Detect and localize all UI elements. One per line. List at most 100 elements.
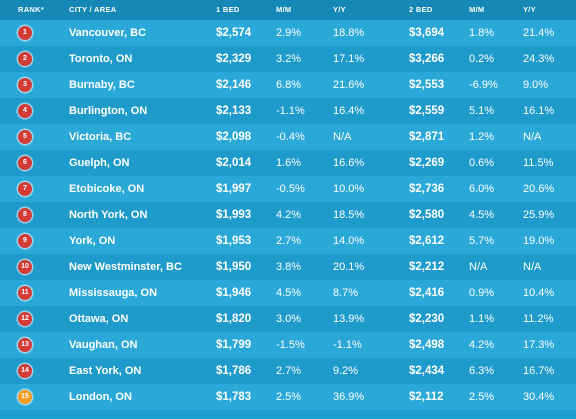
rank-badge: 1 xyxy=(18,26,32,40)
city-name: Ottawa, ON xyxy=(69,313,129,325)
table-row: 10 New Westminster, BC $1,950 3.8% 20.1% $2,2… xyxy=(0,254,576,280)
one-bed-mm-change: 3.2% xyxy=(276,53,302,65)
one-bed-mm-change: 2.9% xyxy=(276,27,302,39)
one-bed-yy-change: 21.6% xyxy=(333,79,365,91)
one-bed-price: $1,950 xyxy=(216,261,252,273)
rank-badge: 6 xyxy=(18,156,32,170)
two-bed-price: $2,416 xyxy=(409,287,445,299)
one-bed-mm-change: -0.4% xyxy=(276,131,305,143)
table-row: 9 York, ON $1,953 2.7% 14.0% $2,612 5.7% 19.0% xyxy=(0,228,576,254)
two-bed-mm-change: 1.8% xyxy=(469,27,495,39)
two-bed-price: $2,269 xyxy=(409,157,445,169)
table-row: 13 Vaughan, ON $1,799 -1.5% -1.1% $2,498 4.2% 1… xyxy=(0,332,576,358)
city-name: Vancouver, BC xyxy=(69,27,147,39)
two-bed-price: $2,498 xyxy=(409,339,445,351)
one-bed-price: $1,993 xyxy=(216,209,252,221)
city-name: Mississauga, ON xyxy=(69,287,158,299)
two-bed-yy-change: 11.2% xyxy=(523,313,554,325)
two-bed-price: $3,266 xyxy=(409,53,445,65)
one-bed-yy-change: 16.4% xyxy=(333,105,365,117)
one-bed-price: $2,133 xyxy=(216,105,252,117)
two-bed-mm-change: 6.0% xyxy=(469,183,495,195)
one-bed-price: $2,574 xyxy=(216,27,252,39)
two-bed-yy-change: 25.9% xyxy=(523,209,555,221)
city-name: North York, ON xyxy=(69,209,148,221)
one-bed-yy-change: 20.1% xyxy=(333,261,365,273)
header-1-bed: 1 BED xyxy=(216,5,240,14)
rank-badge: 4 xyxy=(18,104,32,118)
two-bed-price: $2,112 xyxy=(409,391,444,403)
two-bed-price: $2,553 xyxy=(409,79,445,91)
one-bed-price: $1,799 xyxy=(216,339,252,351)
rank-badge: 10 xyxy=(18,260,32,274)
city-name: Toronto, ON xyxy=(69,53,133,65)
two-bed-yy-change: 17.3% xyxy=(523,339,555,351)
one-bed-yy-change: -1.1% xyxy=(333,339,362,351)
table-row: 15 London, ON $1,783 2.5% 36.9% $2,112 2.5% 30.… xyxy=(0,384,576,410)
city-name: Guelph, ON xyxy=(69,157,130,169)
header-1-bed-yy: Y/Y xyxy=(333,5,346,14)
two-bed-mm-change: 4.2% xyxy=(469,339,495,351)
one-bed-mm-change: 4.5% xyxy=(276,287,302,299)
two-bed-mm-change: 0.6% xyxy=(469,157,495,169)
two-bed-price: $2,580 xyxy=(409,209,445,221)
one-bed-price: $2,014 xyxy=(216,157,252,169)
one-bed-yy-change: N/A xyxy=(333,131,352,143)
two-bed-mm-change: 0.2% xyxy=(469,53,495,65)
table-row: 6 Guelph, ON $2,014 1.6% 16.6% $2,269 0.6% 11.5… xyxy=(0,150,576,176)
two-bed-price: $2,871 xyxy=(409,131,445,143)
two-bed-yy-change: 24.3% xyxy=(523,53,555,65)
two-bed-price: $2,559 xyxy=(409,105,445,117)
header-1-bed-mm: M/M xyxy=(276,5,292,14)
table-row: 4 Burlington, ON $2,133 -1.1% 16.4% $2,559 5.1… xyxy=(0,98,576,124)
two-bed-mm-change: N/A xyxy=(469,261,488,273)
city-name: Vaughan, ON xyxy=(69,339,138,351)
table-row: 7 Etobicoke, ON $1,997 -0.5% 10.0% $2,736 6.0%… xyxy=(0,176,576,202)
two-bed-price: $2,230 xyxy=(409,313,445,325)
rank-badge: 14 xyxy=(18,364,32,378)
one-bed-mm-change: -1.5% xyxy=(276,339,305,351)
two-bed-yy-change: 10.4% xyxy=(523,287,555,299)
two-bed-yy-change: 16.7% xyxy=(523,365,555,377)
two-bed-yy-change: 16.1% xyxy=(523,105,555,117)
two-bed-mm-change: 1.1% xyxy=(469,313,495,325)
one-bed-mm-change: 2.5% xyxy=(276,391,302,403)
two-bed-price: $2,434 xyxy=(409,365,445,377)
one-bed-yy-change: 10.0% xyxy=(333,183,365,195)
one-bed-price: $2,098 xyxy=(216,131,252,143)
two-bed-yy-change: 11.5% xyxy=(523,157,554,169)
two-bed-price: $2,612 xyxy=(409,235,445,247)
two-bed-yy-change: 20.6% xyxy=(523,183,555,195)
city-name: Burlington, ON xyxy=(69,105,148,117)
two-bed-price: $3,694 xyxy=(409,27,445,39)
one-bed-price: $1,786 xyxy=(216,365,252,377)
one-bed-yy-change: 8.7% xyxy=(333,287,359,299)
one-bed-price: $2,146 xyxy=(216,79,252,91)
table-header: RANK* CITY / AREA 1 BED M/M Y/Y 2 BED M/… xyxy=(0,0,576,20)
rank-badge: 13 xyxy=(18,338,32,352)
table-row: 2 Toronto, ON $2,329 3.2% 17.1% $3,266 0.2% 24.… xyxy=(0,46,576,72)
one-bed-mm-change: 4.2% xyxy=(276,209,302,221)
city-name: Victoria, BC xyxy=(69,131,132,143)
one-bed-yy-change: 18.8% xyxy=(333,27,365,39)
rank-badge: 15 xyxy=(18,390,32,404)
two-bed-yy-change: 21.4% xyxy=(523,27,555,39)
one-bed-yy-change: 9.2% xyxy=(333,365,359,377)
one-bed-mm-change: 1.6% xyxy=(276,157,302,169)
rank-badge: 5 xyxy=(18,130,32,144)
two-bed-price: $2,212 xyxy=(409,261,445,273)
two-bed-mm-change: 5.7% xyxy=(469,235,495,247)
two-bed-price: $2,736 xyxy=(409,183,445,195)
rank-badge: 2 xyxy=(18,52,32,66)
two-bed-mm-change: 5.1% xyxy=(469,105,495,117)
table-row: 11 Mississauga, ON $1,946 4.5% 8.7% $2,416 0.9… xyxy=(0,280,576,306)
table-row: 3 Burnaby, BC $2,146 6.8% 21.6% $2,553 -6.9% 9.… xyxy=(0,72,576,98)
header-2-bed: 2 BED xyxy=(409,5,433,14)
rank-badge: 12 xyxy=(18,312,32,326)
one-bed-mm-change: 2.7% xyxy=(276,365,302,377)
rank-badge: 9 xyxy=(18,234,32,248)
rank-badge: 7 xyxy=(18,182,32,196)
two-bed-mm-change: -6.9% xyxy=(469,79,498,91)
city-name: York, ON xyxy=(69,235,116,247)
